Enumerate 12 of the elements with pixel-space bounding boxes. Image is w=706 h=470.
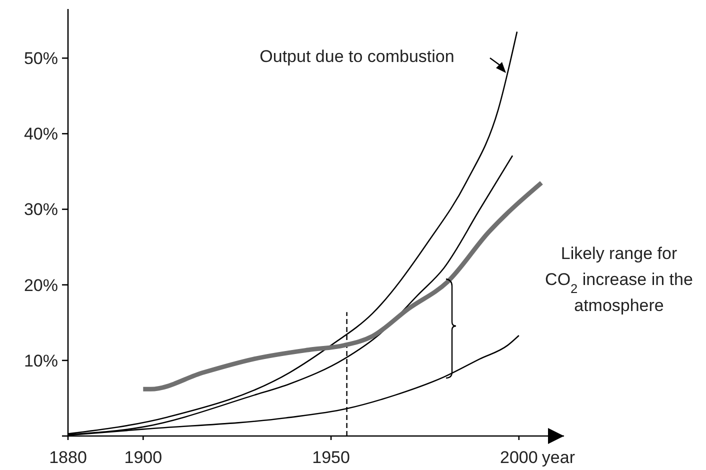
x-tick-label: 1900 <box>124 448 162 467</box>
x-tick-label: 2000 <box>500 448 538 467</box>
y-tick-label: 10% <box>24 351 58 370</box>
y-tick-label: 30% <box>24 200 58 220</box>
y-tick-label: 20% <box>24 276 58 295</box>
annotation: Likely range for CO$_{2}$ increase in the atmosphere <box>545 244 693 315</box>
x-tick-label: 1950 <box>312 448 350 467</box>
y-tick-label: 40% <box>24 124 58 144</box>
y-tick-label: 50% <box>24 49 58 68</box>
x-tick-label: 1880 <box>49 448 87 467</box>
x-axis-title: year <box>542 448 576 467</box>
annotation: Output due to combustion <box>260 47 454 66</box>
